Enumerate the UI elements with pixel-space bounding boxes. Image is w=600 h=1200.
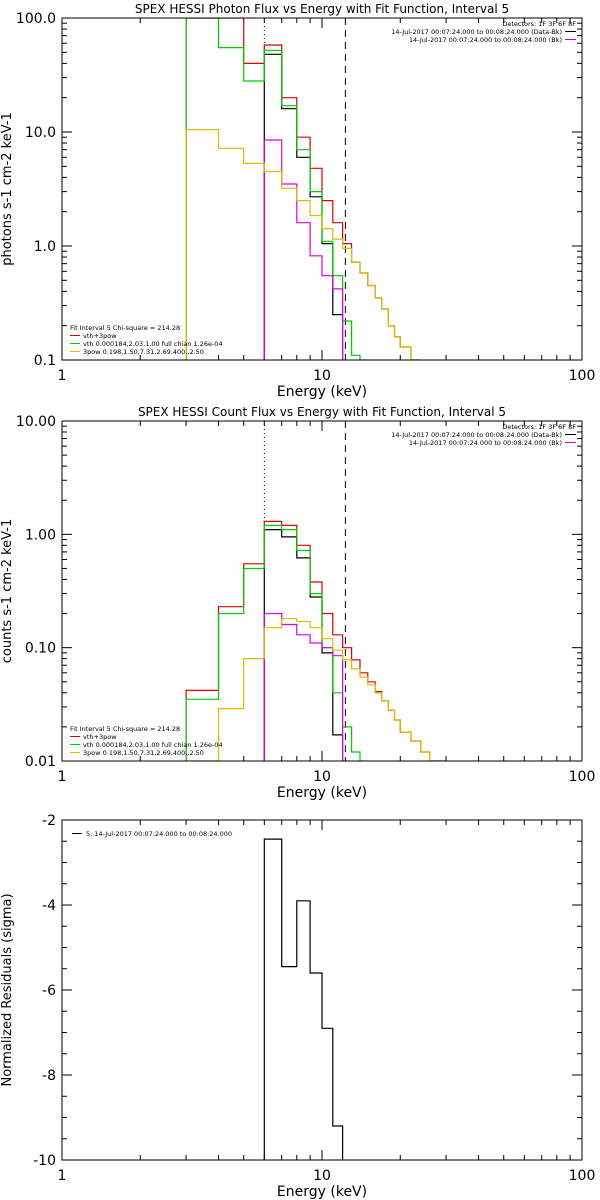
series-3-line — [185, 18, 368, 360]
x-tick-label: 100 — [569, 368, 596, 384]
x-axis-label: Energy (keV) — [277, 1184, 367, 1200]
legend-fit-header: Fit Interval 5 Chi-square = 214.28 — [70, 324, 180, 332]
y-axis-label: Normalized Residuals (sigma) — [0, 893, 15, 1086]
y-axis-label: photons s-1 cm-2 keV-1 — [0, 112, 15, 266]
series-2-line — [185, 520, 447, 761]
series-4-line — [263, 139, 344, 360]
legend-entry: vth 0.000184,2.03,1.00 full chian 1.26e-… — [83, 340, 223, 348]
y-tick-label: -10 — [33, 1153, 56, 1169]
x-axis-label: Energy (keV) — [277, 384, 367, 400]
y-tick-label: 0.1 — [34, 353, 56, 369]
y-tick-label: -4 — [42, 898, 56, 914]
series-5-line — [186, 618, 447, 761]
y-tick-label: 1.0 — [34, 239, 56, 255]
y-tick-label: -8 — [42, 1068, 56, 1084]
axes-frame — [61, 17, 583, 361]
x-tick-label: 1 — [58, 368, 67, 384]
y-tick-label: 1.00 — [25, 527, 56, 543]
y-tick-label: 0.10 — [25, 641, 56, 657]
series-1-line — [263, 529, 344, 761]
chart-title: SPEX HESSI Count Flux vs Energy with Fit… — [138, 405, 506, 419]
chart-panel-2: SPEX HESSI Count Flux vs Energy with Fit… — [0, 405, 595, 801]
chart-panel-3: Energy (keV) Normalized Residuals (sigma)… — [0, 813, 595, 1200]
y-tick-label: 10.00 — [16, 414, 56, 430]
legend-entry: 3pow 0.198,1.50,7.31,2.69,400.,2.50 — [83, 749, 204, 757]
plot-area — [185, 421, 447, 761]
legend-fit-header: Fit Interval 5 Chi-square = 214.28 — [70, 725, 180, 733]
series-1-line — [263, 838, 344, 1160]
y-tick-label: -2 — [42, 813, 56, 829]
y-tick-label: -6 — [42, 983, 56, 999]
x-tick-label: 100 — [569, 1168, 596, 1184]
axes-frame — [61, 420, 583, 762]
legend-detectors: Detectors: 1F 3F 6F 8F — [502, 20, 576, 28]
legend-entry: vth 0.000184,2.03,1.00 full chian 1.26e-… — [83, 741, 223, 749]
axes-frame — [61, 819, 583, 1161]
legend-detectors: Detectors: 1F 3F 6F 8F — [502, 423, 576, 431]
x-tick-label: 1 — [58, 1168, 67, 1184]
series-3-line — [185, 524, 368, 761]
x-tick-label: 10 — [313, 368, 331, 384]
x-tick-label: 100 — [569, 769, 596, 785]
legend-entry: 14-Jul-2017 00:07:24.000 to 00:08:24.000… — [391, 28, 562, 36]
legend-entry: 5, 14-Jul-2017 00:07:24.000 to 00:08:24.… — [86, 830, 232, 838]
chart-title: SPEX HESSI Photon Flux vs Energy with Fi… — [135, 2, 509, 16]
legend-entry: 3pow 0.198,1.50,7.31,2.69,400.,2.50 — [83, 348, 204, 356]
x-tick-label: 10 — [313, 1168, 331, 1184]
x-axis-label: Energy (keV) — [277, 785, 367, 801]
x-tick-label: 10 — [313, 769, 331, 785]
x-tick-label: 1 — [58, 769, 67, 785]
series-4-line — [263, 612, 344, 761]
y-tick-label: 100.0 — [16, 11, 56, 27]
plot-area — [263, 838, 344, 1160]
legend-entry: 14-Jul-2017 00:07:24.000 to 00:08:24.000… — [391, 431, 562, 439]
y-tick-label: 0.01 — [25, 754, 56, 770]
legend-entry: 14-Jul-2017 00:07:24.000 to 00:08:24.000… — [409, 36, 562, 44]
y-axis-label: counts s-1 cm-2 keV-1 — [0, 519, 15, 664]
series-5-line — [185, 129, 421, 360]
legend-entry: vth+3pow — [83, 733, 117, 741]
plot-area — [185, 18, 421, 360]
chart-panel-1: SPEX HESSI Photon Flux vs Energy with Fi… — [0, 2, 595, 400]
series-1-line — [263, 53, 344, 360]
legend-entry: 14-Jul-2017 00:07:24.000 to 00:08:24.000… — [409, 439, 562, 447]
y-tick-label: 10.0 — [25, 125, 56, 141]
legend-entry: vth+3pow — [83, 332, 117, 340]
